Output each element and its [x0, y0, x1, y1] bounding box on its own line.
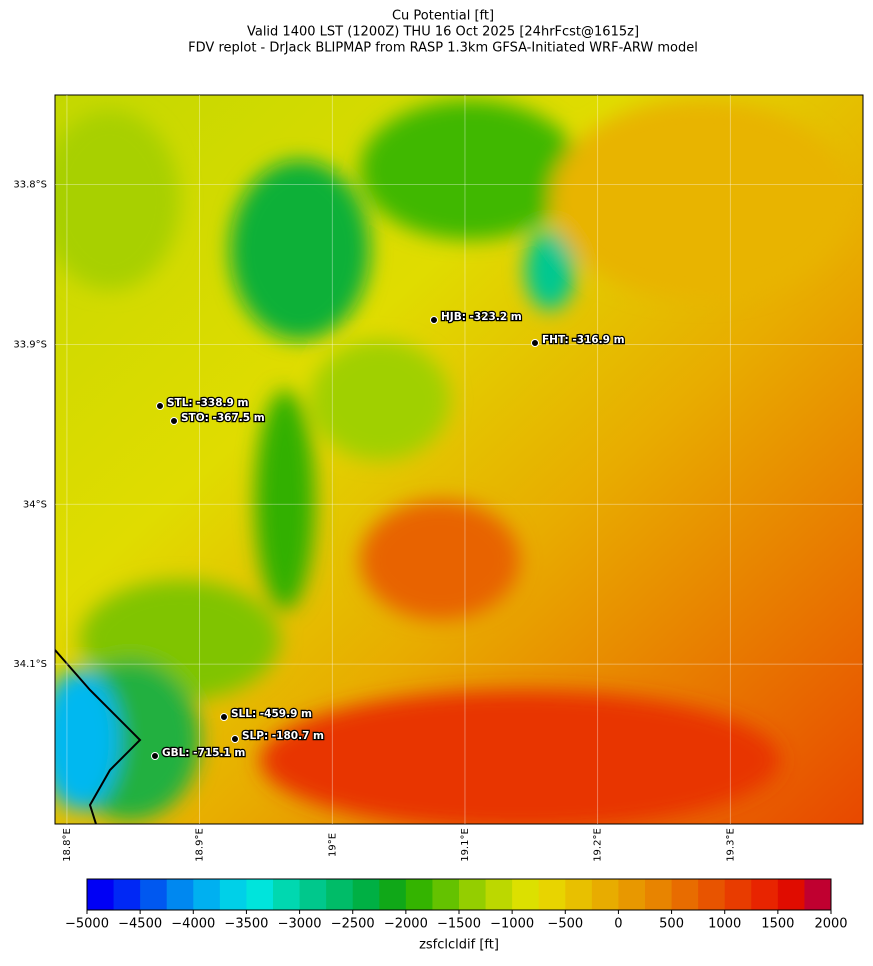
colorbar-tick-label: −2500	[331, 917, 375, 932]
colorbar-bin	[538, 879, 566, 910]
station-label: STL: -338.9 m	[167, 397, 248, 409]
station-label: HJB: -323.2 m	[441, 311, 522, 323]
colorbar-bin	[645, 879, 673, 910]
station-marker	[430, 316, 438, 324]
x-tick-label: 18.8°E	[62, 828, 73, 862]
colorbar-bin	[671, 879, 699, 910]
colorbar-tick-label: 1500	[761, 917, 794, 932]
colorbar-bin	[299, 879, 327, 910]
y-tick-label: 33.8°S	[13, 180, 47, 191]
colorbar-bin	[485, 879, 513, 910]
station-label: STO: -367.5 m	[181, 412, 265, 424]
colorbar-tick-label: 1000	[708, 917, 741, 932]
colorbar-bin	[432, 879, 460, 910]
station-marker	[151, 752, 159, 760]
colorbar-bin	[273, 879, 301, 910]
colorbar-bin	[246, 879, 274, 910]
station-label: SLP: -180.7 m	[242, 730, 324, 742]
colorbar-tick-label: −2000	[384, 917, 428, 932]
colorbar-bin	[352, 879, 380, 910]
map-field	[55, 95, 863, 824]
chart-subtitle: Valid 1400 LST (1200Z) THU 16 Oct 2025 […	[247, 25, 639, 40]
colorbar-bin	[405, 879, 433, 910]
x-tick-label: 19.3°E	[725, 828, 736, 862]
colorbar-bin	[751, 879, 779, 910]
colorbar-tick-label: 500	[659, 917, 684, 932]
colorbar-bin	[87, 879, 115, 910]
x-tick-label: 19.1°E	[460, 828, 471, 862]
colorbar-bin	[591, 879, 619, 910]
colorbar-bin	[459, 879, 487, 910]
station-marker	[156, 402, 164, 410]
colorbar-bin	[804, 879, 832, 910]
colorbar-tick-label: −500	[547, 917, 583, 932]
x-tick-label: 19°E	[327, 833, 338, 857]
colorbar-bin	[512, 879, 540, 910]
colorbar-tick-label: −1000	[490, 917, 534, 932]
colorbar-tick-label: 0	[614, 917, 622, 932]
map-frame	[54, 94, 864, 825]
y-tick-label: 34°S	[23, 499, 47, 510]
colorbar-bin	[724, 879, 752, 910]
colorbar-bin	[166, 879, 194, 910]
chart-title: Cu Potential [ft]	[392, 9, 494, 24]
colorbar-bin	[140, 879, 168, 910]
station-label: SLL: -459.9 m	[231, 708, 312, 720]
x-tick-label: 18.9°E	[195, 828, 206, 862]
y-tick-label: 33.9°S	[13, 339, 47, 350]
station-marker	[231, 735, 239, 743]
y-tick-label: 34.1°S	[13, 659, 47, 670]
colorbar-bin	[777, 879, 805, 910]
station-marker	[531, 339, 539, 347]
x-tick-label: 19.2°E	[593, 828, 604, 862]
colorbar-bin	[379, 879, 407, 910]
colorbar-tick-label: −4000	[171, 917, 215, 932]
colorbar-tick-label: −3000	[278, 917, 322, 932]
chart-subtitle: FDV replot - DrJack BLIPMAP from RASP 1.…	[188, 41, 698, 56]
colorbar-bin	[698, 879, 726, 910]
colorbar-tick-label: 2000	[814, 917, 847, 932]
station-marker	[170, 417, 178, 425]
colorbar-bin	[326, 879, 354, 910]
colorbar-tick-label: −3500	[224, 917, 268, 932]
colorbar-tick-label: −4500	[118, 917, 162, 932]
colorbar-tick-label: −1500	[437, 917, 481, 932]
colorbar-label: zsfclcldif [ft]	[419, 938, 499, 953]
station-label: FHT: -316.9 m	[542, 334, 625, 346]
colorbar-bin	[618, 879, 646, 910]
colorbar-tick-label: −5000	[65, 917, 109, 932]
colorbar-bin	[219, 879, 247, 910]
colorbar-bin	[113, 879, 141, 910]
station-marker	[220, 713, 228, 721]
colorbar-bin	[565, 879, 593, 910]
colorbar-bin	[193, 879, 221, 910]
station-label: GBL: -715.1 m	[162, 747, 245, 759]
